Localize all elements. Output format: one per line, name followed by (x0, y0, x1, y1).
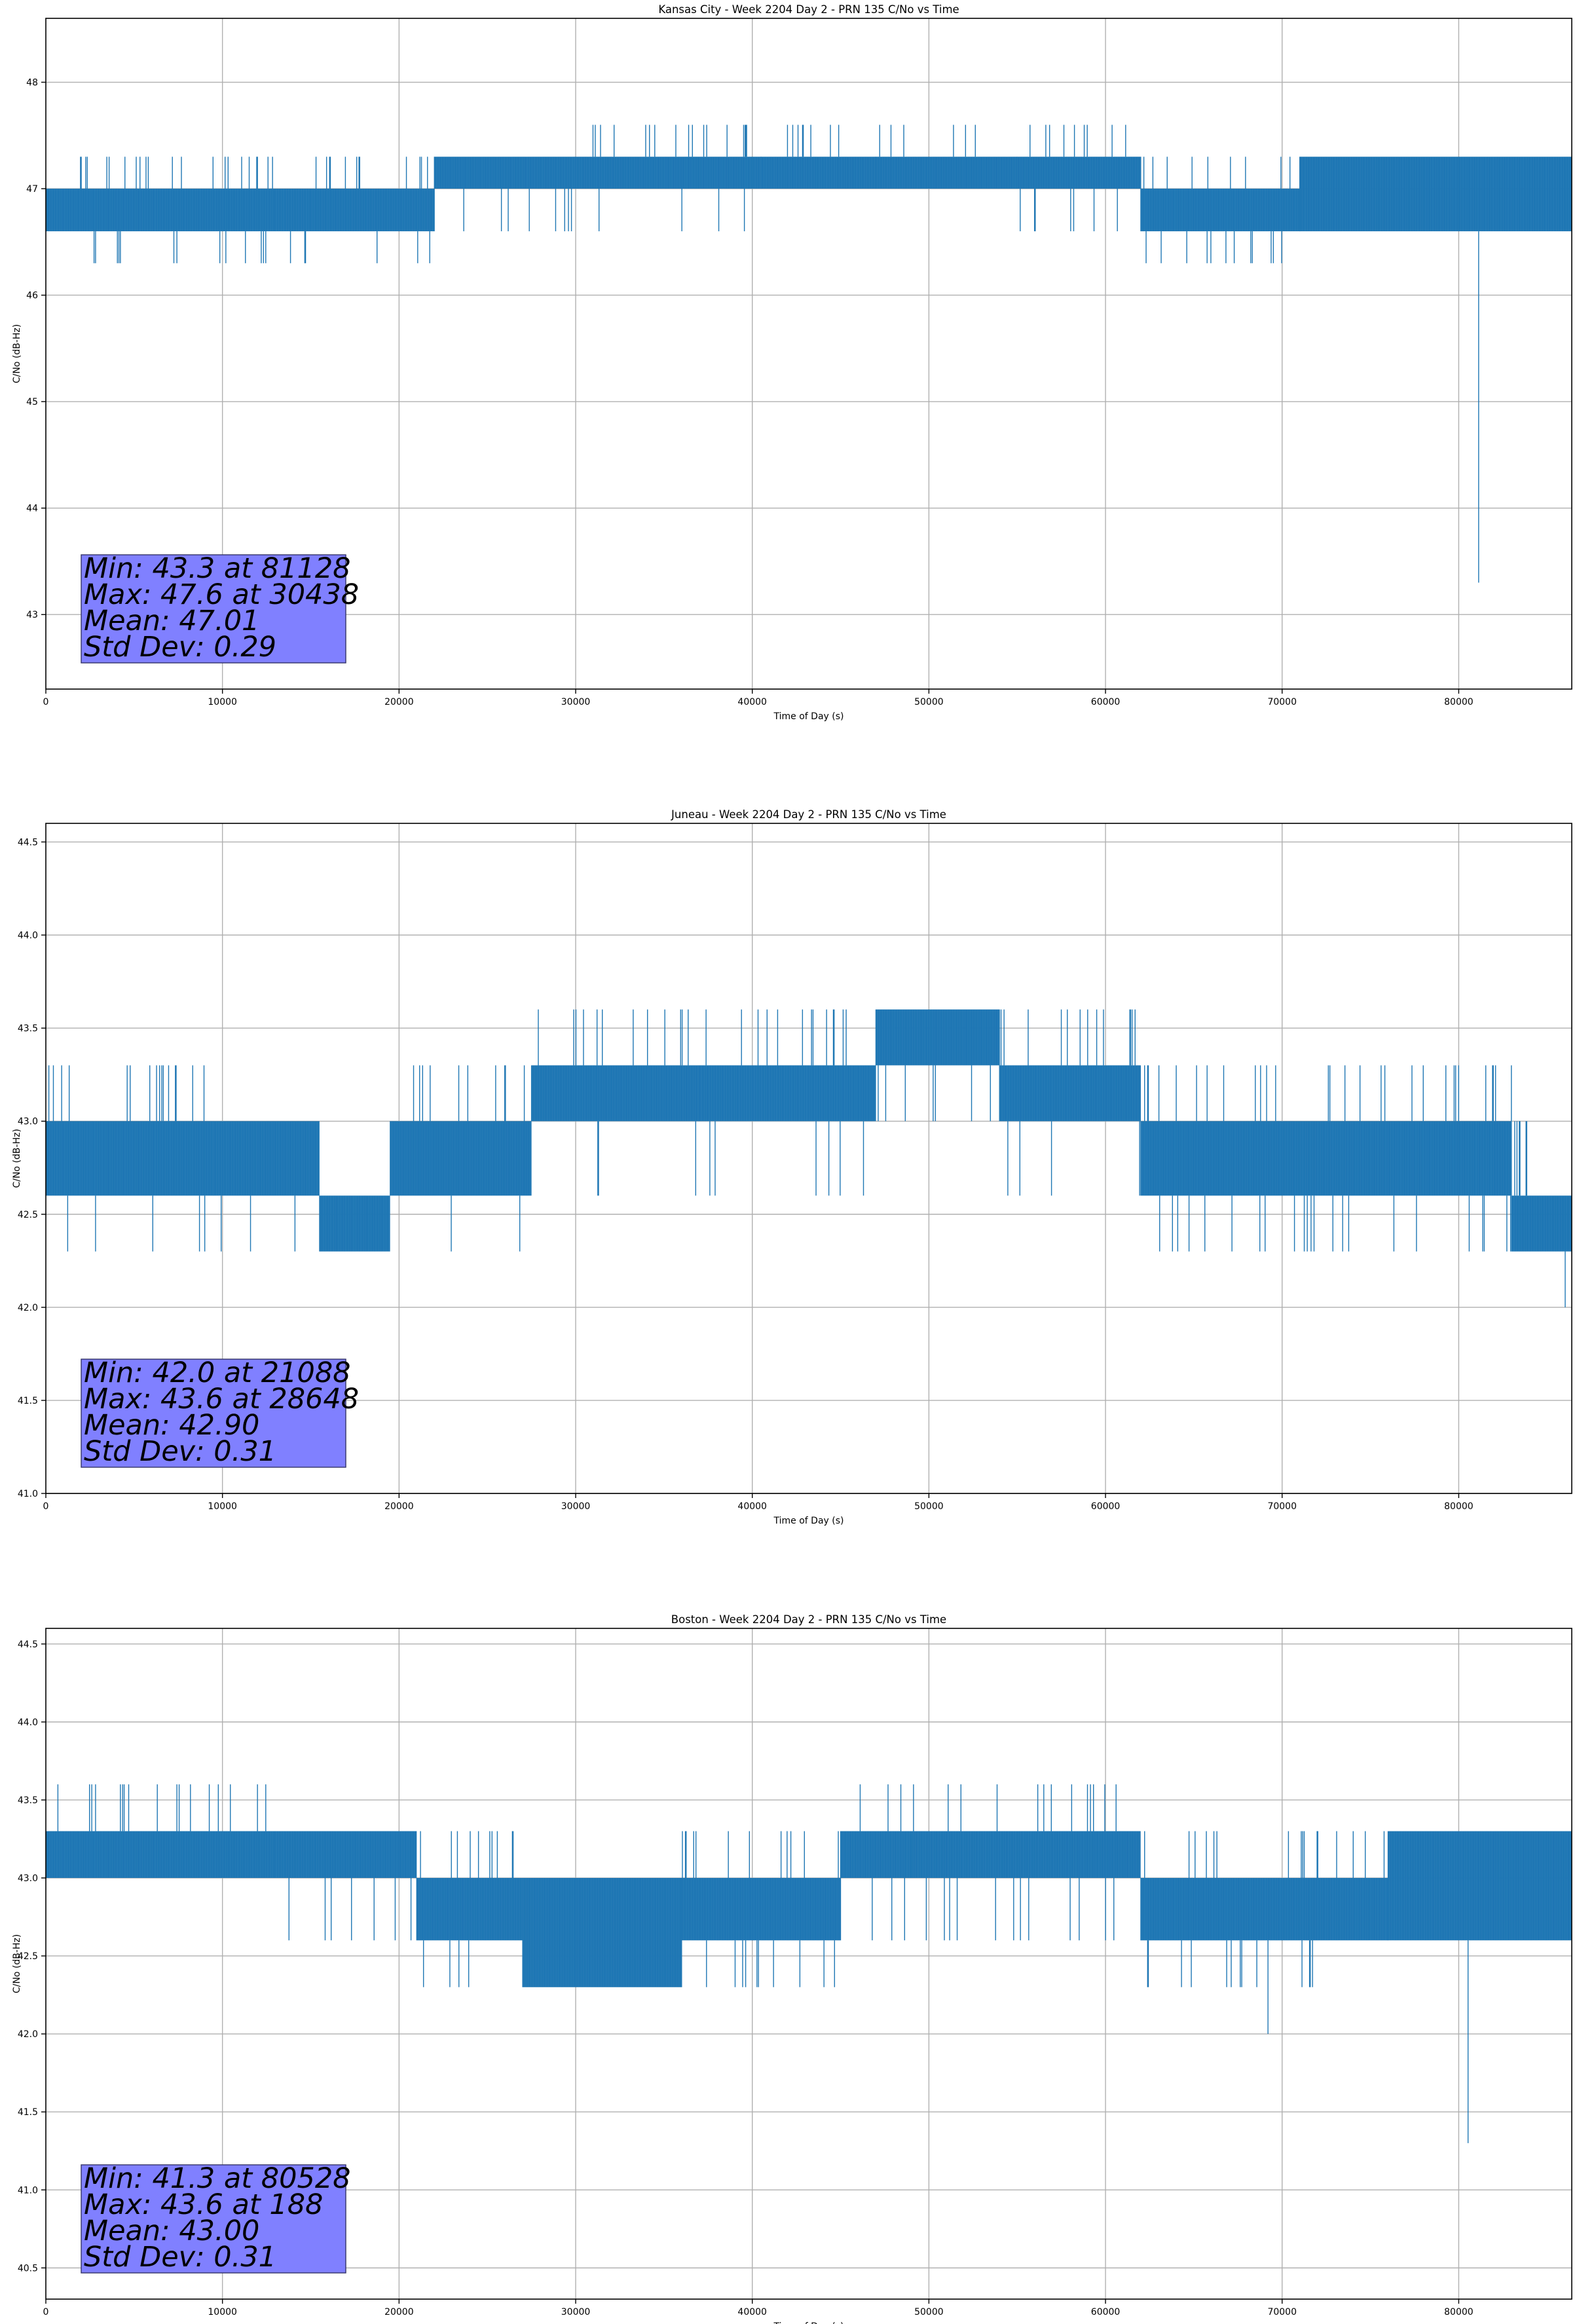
stats-std-line: Std Dev: 0.29 (84, 631, 276, 664)
y-tick-label: 44.0 (18, 931, 38, 941)
stats-box-background (81, 554, 346, 664)
stats-mean-line: Mean: 47.01 (84, 605, 259, 637)
y-tick-label: 46 (26, 291, 38, 301)
y-tick-label: 45 (26, 397, 38, 407)
y-axis-label: C/No (dB-Hz) (12, 1129, 22, 1188)
x-tick-label: 70000 (1267, 1501, 1297, 1512)
x-tick-label: 0 (43, 1501, 49, 1512)
x-tick-label: 40000 (737, 697, 767, 707)
series-line (45, 1784, 1572, 2143)
x-tick-label: 20000 (384, 1501, 414, 1512)
x-tick-label: 40000 (737, 1501, 767, 1512)
series-line (45, 124, 1572, 583)
y-tick-label: 47 (26, 184, 38, 195)
stats-mean-line: Mean: 42.90 (84, 1409, 259, 1442)
y-tick-label: 42.0 (18, 1303, 38, 1313)
stats-box-background (81, 1359, 346, 1468)
y-tick-label: 42.5 (18, 1210, 38, 1220)
chart-panel-juneau: 0 10000 20000 30000 40000 50000 60000 70000 8000… (12, 808, 1572, 1526)
x-axis-label: Time of Day (s) (773, 711, 844, 722)
x-tick-label: 0 (43, 697, 49, 707)
x-tick-label: 70000 (1267, 697, 1297, 707)
y-tick-label: 43 (26, 610, 38, 620)
stats-max-line: Max: 47.6 at 30438 (84, 578, 359, 611)
x-tick-label: 60000 (1091, 697, 1121, 707)
stats-max-line: Max: 43.6 at 28648 (84, 1383, 359, 1415)
y-tick-label: 44 (26, 504, 38, 514)
stats-std-line: Std Dev: 0.31 (84, 1435, 276, 1468)
x-tick-label: 60000 (1091, 1501, 1121, 1512)
x-tick-label: 80000 (1444, 1501, 1474, 1512)
series-line (45, 1009, 1572, 1307)
x-axis-label: Time of Day (s) (773, 1516, 844, 1526)
y-tick-label: 41.5 (18, 1396, 38, 1406)
x-tick-label: 10000 (208, 1501, 237, 1512)
chart-panel-boston: 0 10000 20000 30000 40000 50000 60000 70000 8000… (12, 1613, 1572, 2324)
x-tick-label: 30000 (561, 697, 591, 707)
y-tick-label: 43.0 (18, 1117, 38, 1127)
x-tick-label: 50000 (914, 697, 944, 707)
y-tick-label: 41.0 (18, 1489, 38, 1499)
y-tick-label: 44.5 (18, 837, 38, 848)
x-tick-label: 30000 (561, 1501, 591, 1512)
chart-title: Kansas City - Week 2204 Day 2 - PRN 135 … (658, 3, 959, 16)
x-tick-label: 10000 (208, 697, 237, 707)
y-axis-label: C/No (dB-Hz) (12, 324, 22, 383)
y-tick-label: 43.5 (18, 1024, 38, 1034)
x-tick-label: 50000 (914, 1501, 944, 1512)
stats-min-line: Min: 42.0 at 21088 (84, 1357, 351, 1389)
stats-min-line: Min: 43.3 at 81128 (84, 552, 351, 585)
x-tick-label: 20000 (384, 697, 414, 707)
y-tick-label: 48 (26, 78, 38, 88)
chart-title: Juneau - Week 2204 Day 2 - PRN 135 C/No … (671, 808, 946, 821)
chart-panel-kansas-city: 0 10000 20000 30000 40000 50000 60000 70000 8000… (12, 3, 1572, 722)
axes-frame (45, 18, 1572, 690)
x-tick-label: 80000 (1444, 697, 1474, 707)
axes-frame (45, 823, 1572, 1494)
